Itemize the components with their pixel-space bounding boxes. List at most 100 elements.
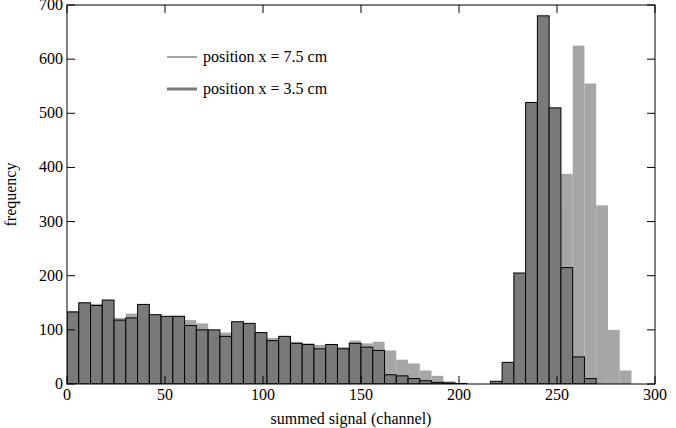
- histogram-bar: [420, 370, 432, 384]
- x-tick-label: 50: [157, 386, 173, 403]
- y-tick: [67, 329, 75, 330]
- histogram-bar: [561, 268, 573, 384]
- y-tick: [647, 329, 655, 330]
- histogram-bar: [290, 342, 302, 384]
- histogram-bar: [396, 360, 408, 384]
- histogram-bar: [149, 315, 161, 384]
- y-tick: [67, 384, 75, 385]
- histogram-bar: [102, 300, 114, 384]
- legend-label: position x = 3.5 cm: [203, 80, 328, 98]
- histogram-bar: [361, 347, 373, 384]
- x-tick: [557, 376, 558, 384]
- y-tick: [647, 113, 655, 114]
- histogram-bar: [67, 311, 79, 384]
- x-tick-label: 150: [349, 386, 373, 403]
- y-tick-label: 500: [39, 104, 63, 121]
- histogram-bar: [549, 108, 561, 384]
- histogram-bar: [185, 320, 197, 384]
- histogram-bar: [208, 330, 220, 384]
- x-tick: [655, 376, 656, 384]
- histogram-bar: [573, 46, 585, 384]
- histogram-bar: [79, 303, 91, 384]
- histogram-bar: [267, 341, 279, 384]
- y-tick: [67, 221, 75, 222]
- x-tick: [165, 376, 166, 384]
- y-tick-label: 300: [39, 213, 63, 230]
- histogram-bar: [161, 316, 173, 384]
- histogram-bar: [173, 316, 185, 384]
- y-tick-label: 700: [39, 0, 63, 13]
- y-tick-label: 400: [39, 158, 63, 175]
- histogram-bar: [185, 326, 197, 384]
- histogram-bar: [126, 318, 138, 384]
- x-axis-label: summed signal (channel): [271, 410, 432, 428]
- histogram-bar: [79, 303, 91, 384]
- histogram-bar: [149, 315, 161, 384]
- histogram-bar: [91, 305, 103, 384]
- histogram-bar: [290, 343, 302, 384]
- histogram-bar: [114, 318, 126, 384]
- chart: 0501001502002503000100200300400500600700…: [0, 0, 676, 428]
- histogram-bar: [138, 304, 150, 384]
- histogram-bar: [196, 330, 208, 384]
- histogram-bar: [114, 320, 126, 384]
- histogram-bar: [337, 349, 349, 384]
- x-tick: [557, 5, 558, 13]
- x-tick: [67, 5, 68, 13]
- histogram-bar: [302, 343, 314, 384]
- histogram-bar: [314, 345, 326, 384]
- histogram-bar: [255, 333, 267, 384]
- y-tick-label: 200: [39, 267, 63, 284]
- legend: position x = 7.5 cmposition x = 3.5 cm: [167, 48, 328, 98]
- histogram-bar: [67, 312, 79, 384]
- histogram-bar: [408, 363, 420, 384]
- x-tick-label: 100: [251, 386, 275, 403]
- y-tick: [647, 384, 655, 385]
- histogram-bar: [620, 370, 632, 384]
- histogram-bar: [396, 376, 408, 384]
- y-tick-label: 0: [55, 375, 63, 392]
- y-tick-label: 600: [39, 50, 63, 67]
- histogram-bar: [220, 333, 232, 384]
- y-tick: [67, 167, 75, 168]
- histogram-bar: [326, 344, 338, 384]
- x-tick: [67, 376, 68, 384]
- x-tick: [361, 376, 362, 384]
- histogram-bar: [373, 350, 385, 384]
- x-tick: [459, 376, 460, 384]
- histogram-bar: [385, 350, 397, 384]
- y-tick: [647, 5, 655, 6]
- histogram-bar: [514, 273, 526, 384]
- x-tick: [655, 5, 656, 13]
- y-tick: [67, 113, 75, 114]
- x-tick: [459, 5, 460, 13]
- y-tick-label: 100: [39, 321, 63, 338]
- histogram-bar: [573, 357, 585, 384]
- histogram-bar: [608, 330, 620, 384]
- histogram-bar: [596, 205, 608, 384]
- histogram-bar: [243, 323, 255, 384]
- histogram-bar: [385, 375, 397, 384]
- histogram-bar: [561, 174, 573, 384]
- histogram-bar: [173, 316, 185, 384]
- histogram-bar: [279, 336, 291, 384]
- histogram-bar: [584, 84, 596, 384]
- x-tick-label: 0: [63, 386, 71, 403]
- y-tick: [67, 5, 75, 6]
- y-axis-label: frequency: [2, 163, 20, 227]
- histogram-bar: [502, 362, 514, 384]
- histogram-bar: [161, 316, 173, 384]
- histogram-bar: [349, 343, 361, 384]
- bars: [67, 16, 631, 384]
- histogram-bar: [220, 336, 232, 384]
- y-tick: [647, 275, 655, 276]
- y-tick: [67, 275, 75, 276]
- y-tick: [647, 221, 655, 222]
- histogram-bar: [584, 379, 596, 384]
- histogram-bar: [126, 314, 138, 384]
- histogram-bar: [91, 304, 103, 384]
- histogram-bar: [255, 333, 267, 384]
- histogram-bar: [373, 342, 385, 384]
- legend-swatch: [167, 88, 197, 91]
- histogram-bar: [196, 323, 208, 384]
